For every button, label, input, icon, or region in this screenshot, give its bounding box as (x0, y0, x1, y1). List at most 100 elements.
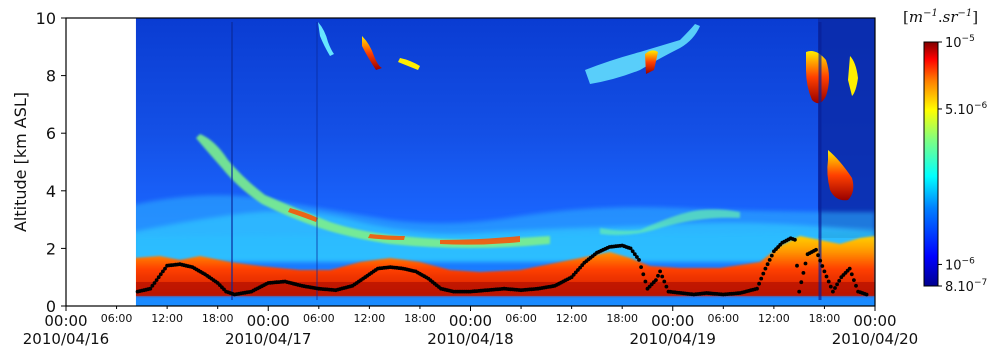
high-cloud-east-2 (827, 150, 854, 201)
bl-height-point (831, 289, 835, 294)
bl-height-point (639, 265, 643, 269)
x-minor-tick-label: 12:00 (354, 312, 386, 325)
bl-height-point (765, 262, 770, 267)
bl-height-point (824, 274, 829, 279)
bl-height-point (767, 258, 772, 262)
x-minor-tick-label: 06:00 (101, 312, 133, 325)
bl-height-point (822, 269, 827, 274)
bl-height-point (630, 249, 635, 254)
x-tick-time-label: 00:00 (44, 312, 87, 330)
x-minor-tick-label: 12:00 (556, 312, 588, 325)
x-tick-date-label: 2010/04/20 (832, 330, 918, 348)
bl-height-point (797, 289, 802, 294)
y-tick-label: 6 (46, 124, 56, 143)
bl-height-point (656, 273, 660, 278)
colorbar: [m−1.sr−1] 10−5 5.10−6 10−6 8.10−7 (903, 8, 987, 295)
x-minor-tick-label: 06:00 (505, 312, 537, 325)
bl-height-point (854, 283, 858, 288)
x-tick-time-label: 00:00 (247, 312, 290, 330)
bl-height-point (833, 286, 837, 290)
y-tick-label: 4 (46, 182, 56, 201)
bl-height-point (163, 266, 167, 271)
bl-height-point (803, 261, 808, 266)
bl-height-point (654, 278, 658, 282)
y-tick-label: 2 (46, 239, 56, 258)
no-data-region (66, 18, 136, 306)
bl-height-point (864, 292, 869, 297)
bl-height-point (814, 247, 818, 252)
bl-height-point (641, 272, 646, 277)
cirrus-cloud-4 (585, 24, 700, 84)
bl-height-point (156, 275, 161, 280)
x-minor-tick-label: 12:00 (758, 312, 790, 325)
bl-height-point (799, 280, 804, 285)
bl-height-point (148, 286, 153, 291)
bl-height-point (658, 269, 662, 274)
bl-height-point (755, 286, 759, 291)
x-axis: 00:002010/04/1600:002010/04/1700:002010/… (23, 306, 918, 348)
bl-height-point (759, 276, 764, 281)
bl-height-point (158, 272, 163, 277)
colorbar-ticks: 10−5 5.10−6 10−6 8.10−7 (938, 34, 987, 295)
y-tick-label: 10 (36, 9, 56, 28)
bl-height-point (820, 264, 825, 268)
x-minor-tick-label: 18:00 (202, 312, 234, 325)
bl-height-point (852, 278, 856, 282)
x-tick-time-label: 00:00 (853, 312, 896, 330)
bl-height-point (837, 278, 842, 283)
high-cloud-east-1 (806, 51, 829, 104)
y-axis: 0 2 4 6 8 10 (36, 9, 66, 316)
boundary-layer (133, 236, 875, 296)
x-minor-tick-label: 12:00 (151, 312, 183, 325)
cirrus-cloud-2 (362, 36, 382, 70)
bl-height-point (664, 284, 669, 289)
bl-height-point (828, 284, 833, 289)
x-tick-date-label: 2010/04/18 (427, 330, 513, 348)
y-tick-label: 0 (46, 297, 56, 316)
bl-height-point (757, 281, 761, 286)
bl-height-point (632, 252, 637, 257)
colorbar-gradient (923, 41, 939, 287)
bl-height-point (154, 278, 159, 282)
x-tick-date-label: 2010/04/16 (23, 330, 109, 348)
bl-height-point (660, 274, 665, 279)
colorbar-unit-label: [m−1.sr−1] (903, 8, 978, 26)
bl-height-point (826, 279, 831, 284)
cirrus-cloud-3 (398, 58, 420, 70)
bl-height-point (161, 269, 165, 274)
bl-height-point (635, 255, 639, 259)
boundary-layer-height-points (135, 236, 869, 297)
bl-height-point (801, 271, 806, 275)
bl-height-point (769, 253, 774, 258)
colorbar-tick-label: 10−6 (945, 256, 975, 273)
cirrus-cloud-5 (645, 50, 658, 74)
x-tick-date-label: 2010/04/19 (630, 330, 716, 348)
x-minor-tick-label: 18:00 (606, 312, 638, 325)
x-minor-tick-label: 18:00 (404, 312, 436, 325)
bl-height-point (795, 263, 799, 268)
bl-height-point (576, 268, 580, 272)
bl-height-point (643, 279, 648, 284)
cirrus-cloud-1 (318, 22, 334, 56)
x-tick-date-label: 2010/04/17 (225, 330, 311, 348)
ash-layer-right (600, 209, 740, 236)
x-minor-tick-label: 06:00 (707, 312, 739, 325)
colorbar-tick-label: 5.10−6 (945, 101, 987, 118)
x-minor-tick-label: 06:00 (303, 312, 335, 325)
bl-height-point (150, 283, 155, 288)
x-tick-time-label: 00:00 (651, 312, 694, 330)
bl-height-point (763, 266, 768, 271)
bl-height-point (628, 246, 633, 251)
bl-height-point (637, 258, 641, 262)
bl-height-point (662, 279, 667, 284)
backscatter-heatmap (133, 18, 875, 306)
bl-height-point (793, 237, 797, 242)
y-tick-label: 8 (46, 67, 56, 86)
colorbar-tick-label: 10−5 (945, 34, 975, 51)
high-altitude-dark-region (818, 18, 875, 238)
colorbar-tick-label: 8.10−7 (945, 278, 987, 295)
bl-height-point (849, 272, 854, 277)
x-minor-tick-label: 18:00 (809, 312, 841, 325)
bl-height-point (152, 281, 157, 285)
